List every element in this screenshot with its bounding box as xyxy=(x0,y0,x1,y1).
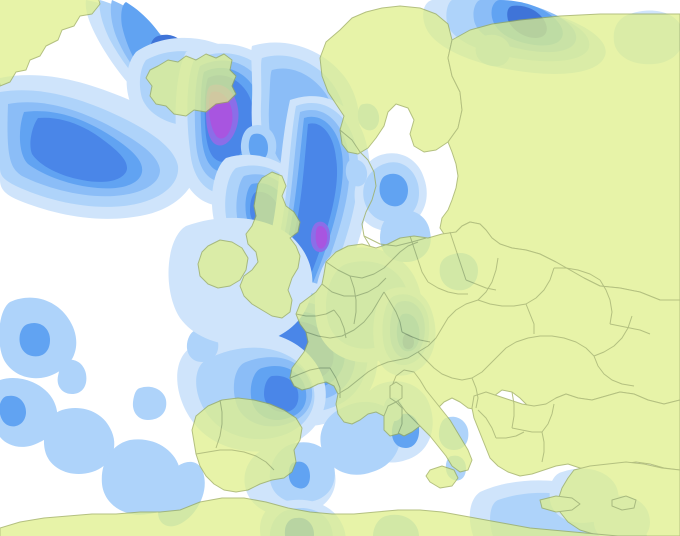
precip-shetland-core xyxy=(248,133,268,161)
precip-azores-core xyxy=(19,322,50,357)
precip-tyrrhenian-2 xyxy=(320,401,401,475)
precip-biscay-5 xyxy=(264,375,299,412)
precip-northsea-violet-2 xyxy=(315,226,328,249)
land-iceland xyxy=(145,53,237,117)
precip-azores-core-2 xyxy=(0,395,26,427)
country-borders xyxy=(195,129,651,471)
land-crete xyxy=(539,495,581,513)
land-italy xyxy=(391,369,473,473)
land-britain xyxy=(239,171,301,319)
land-continental-europe xyxy=(289,221,680,437)
precip-kattegat-core xyxy=(379,173,408,207)
land-north-africa xyxy=(0,497,641,536)
land-cyprus xyxy=(611,495,637,511)
land-balkans-greece xyxy=(471,391,680,477)
land-scandinavia xyxy=(319,5,463,155)
precip-band-4b xyxy=(30,117,128,182)
land-iberia xyxy=(191,397,303,493)
precip-azores-2 xyxy=(0,378,58,447)
precip-azores-small xyxy=(132,386,167,420)
land-ireland xyxy=(197,239,249,289)
precip-azores-3 xyxy=(43,408,115,474)
precip-balearic-core xyxy=(288,461,310,489)
land-corsica xyxy=(389,381,403,403)
land-greenland xyxy=(0,0,101,87)
precip-norway-small xyxy=(345,159,368,187)
land-sardinia xyxy=(383,401,403,437)
land-sicily xyxy=(425,465,459,489)
precip-azores-small2 xyxy=(57,359,87,394)
